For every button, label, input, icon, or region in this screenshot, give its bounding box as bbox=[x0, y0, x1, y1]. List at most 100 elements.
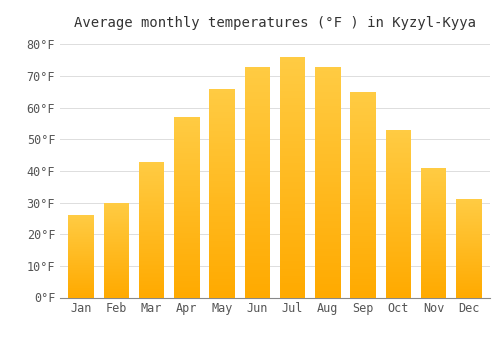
Bar bbox=[315, 78, 340, 80]
Bar bbox=[104, 219, 129, 220]
Bar bbox=[456, 282, 481, 283]
Bar bbox=[68, 260, 94, 261]
Bar bbox=[210, 195, 235, 197]
Bar bbox=[139, 170, 164, 171]
Bar bbox=[350, 108, 376, 111]
Bar bbox=[456, 289, 481, 290]
Bar bbox=[280, 148, 305, 151]
Bar bbox=[68, 272, 94, 273]
Bar bbox=[315, 242, 340, 244]
Bar bbox=[421, 243, 446, 244]
Bar bbox=[210, 276, 235, 279]
Bar bbox=[456, 231, 481, 232]
Bar bbox=[244, 281, 270, 284]
Bar bbox=[210, 178, 235, 181]
Bar bbox=[315, 140, 340, 143]
Bar bbox=[350, 289, 376, 291]
Bar bbox=[386, 170, 411, 172]
Bar bbox=[280, 264, 305, 266]
Bar bbox=[350, 162, 376, 164]
Bar bbox=[104, 211, 129, 212]
Bar bbox=[280, 74, 305, 76]
Bar bbox=[456, 219, 481, 220]
Bar bbox=[315, 138, 340, 140]
Bar bbox=[350, 141, 376, 143]
Bar bbox=[104, 251, 129, 252]
Bar bbox=[210, 237, 235, 239]
Bar bbox=[139, 198, 164, 200]
Bar bbox=[174, 290, 200, 292]
Bar bbox=[456, 240, 481, 241]
Bar bbox=[139, 273, 164, 274]
Bar bbox=[456, 243, 481, 244]
Bar bbox=[315, 217, 340, 219]
Bar bbox=[421, 204, 446, 205]
Bar bbox=[174, 263, 200, 265]
Bar bbox=[456, 213, 481, 214]
Bar bbox=[174, 233, 200, 234]
Bar bbox=[421, 202, 446, 203]
Bar bbox=[104, 234, 129, 235]
Bar bbox=[174, 119, 200, 121]
Bar bbox=[280, 204, 305, 206]
Bar bbox=[104, 249, 129, 250]
Bar bbox=[174, 274, 200, 276]
Bar bbox=[174, 213, 200, 215]
Bar bbox=[386, 214, 411, 215]
Bar bbox=[280, 110, 305, 112]
Bar bbox=[104, 263, 129, 264]
Bar bbox=[386, 177, 411, 178]
Bar bbox=[386, 147, 411, 148]
Bar bbox=[280, 257, 305, 259]
Bar bbox=[386, 256, 411, 257]
Bar bbox=[386, 160, 411, 162]
Bar bbox=[280, 273, 305, 276]
Bar bbox=[280, 151, 305, 153]
Bar bbox=[139, 244, 164, 246]
Bar bbox=[210, 289, 235, 291]
Bar bbox=[68, 293, 94, 294]
Bar bbox=[280, 211, 305, 213]
Bar bbox=[244, 177, 270, 180]
Bar bbox=[139, 251, 164, 253]
Bar bbox=[456, 208, 481, 209]
Bar bbox=[68, 228, 94, 229]
Bar bbox=[386, 178, 411, 180]
Bar bbox=[280, 233, 305, 235]
Bar bbox=[210, 272, 235, 274]
Bar bbox=[244, 115, 270, 117]
Bar bbox=[315, 208, 340, 210]
Bar bbox=[421, 252, 446, 253]
Bar bbox=[456, 263, 481, 264]
Bar bbox=[280, 129, 305, 132]
Bar bbox=[68, 220, 94, 221]
Bar bbox=[174, 171, 200, 173]
Bar bbox=[456, 205, 481, 206]
Bar bbox=[139, 220, 164, 221]
Bar bbox=[68, 284, 94, 285]
Bar bbox=[315, 115, 340, 117]
Bar bbox=[68, 259, 94, 260]
Bar bbox=[68, 274, 94, 275]
Bar bbox=[244, 92, 270, 94]
Bar bbox=[139, 225, 164, 227]
Bar bbox=[139, 174, 164, 175]
Bar bbox=[421, 294, 446, 295]
Bar bbox=[350, 178, 376, 180]
Bar bbox=[350, 293, 376, 295]
Bar bbox=[280, 112, 305, 115]
Bar bbox=[315, 184, 340, 187]
Bar bbox=[350, 240, 376, 242]
Bar bbox=[456, 290, 481, 292]
Bar bbox=[104, 280, 129, 281]
Bar bbox=[244, 180, 270, 182]
Bar bbox=[421, 217, 446, 218]
Bar bbox=[350, 160, 376, 162]
Bar bbox=[68, 283, 94, 284]
Bar bbox=[421, 291, 446, 292]
Bar bbox=[386, 294, 411, 296]
Bar bbox=[104, 262, 129, 263]
Bar bbox=[456, 267, 481, 268]
Bar bbox=[244, 140, 270, 143]
Bar bbox=[210, 122, 235, 124]
